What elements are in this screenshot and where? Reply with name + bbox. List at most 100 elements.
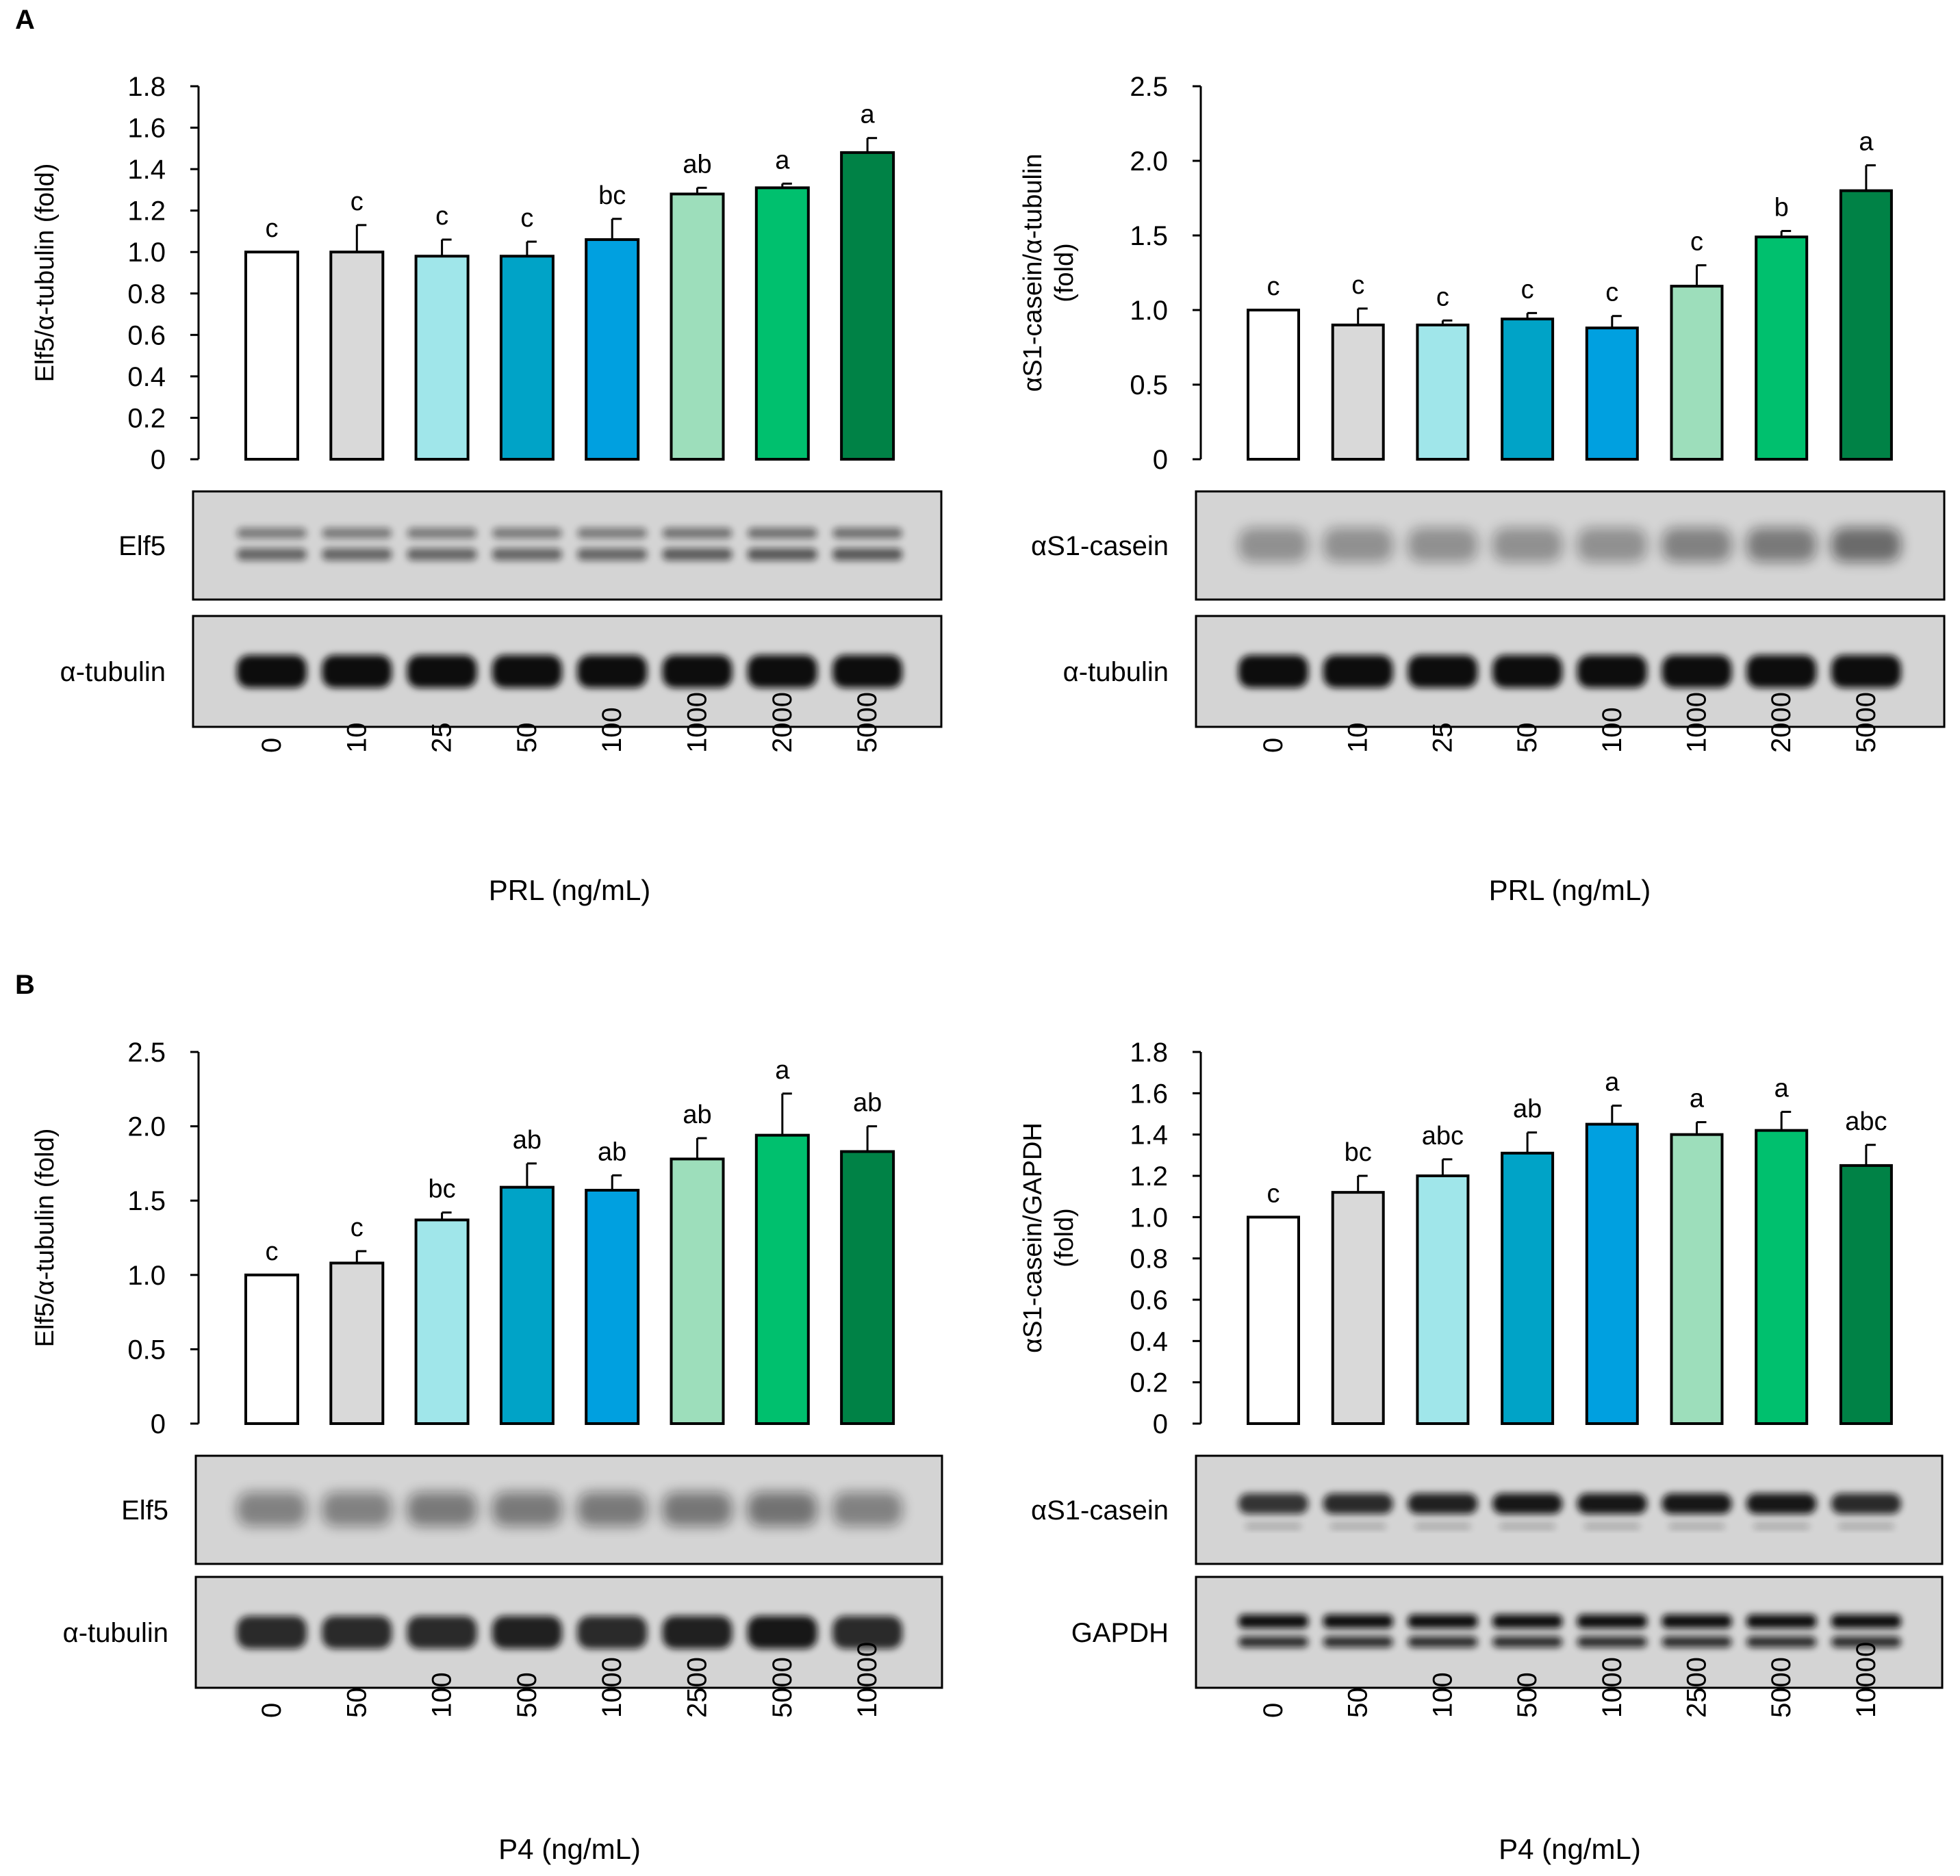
y-tick-label: 0.4 [1130,1326,1168,1357]
band-faint [1499,1524,1556,1529]
panel-label-a: A [15,5,35,35]
bar-100 [1416,1174,1470,1425]
y-tick-label: 0.5 [1130,370,1168,400]
band [1323,1493,1393,1514]
blot-frame [194,1454,943,1565]
band [492,548,562,561]
bar-0 [244,250,299,461]
significance-label: a [1859,128,1874,157]
y-tick-label: 1.0 [127,1261,166,1291]
y-tick-label: 1.5 [127,1186,166,1216]
y-axis-title: Elf5/α-tubulin (fold) [31,164,60,383]
x-axis-title: PRL (ng/mL) [1489,874,1651,906]
band [832,1616,903,1649]
significance-label: c [351,188,364,216]
band [1662,1636,1732,1647]
band-faint [1668,1524,1725,1529]
category-label: 2000 [1766,692,1796,753]
bar-100 [1585,326,1639,461]
bar-2000 [1755,235,1809,461]
band [577,1492,648,1526]
band [407,1492,477,1526]
band [1662,655,1732,688]
y-axis-title: Elf5/α-tubulin (fold) [31,1129,60,1348]
blot-frame [192,490,943,601]
category-label: 50 [512,723,542,754]
significance-label: c [1521,275,1534,304]
band [1323,528,1393,562]
band [662,548,733,561]
band [322,655,392,688]
band [1577,528,1647,562]
blot-label: α-tubulin [63,1618,168,1648]
category-label: 0 [257,1703,287,1718]
significance-label: c [1267,272,1280,301]
category-label: 500 [512,1672,542,1718]
blot-label: α-tubulin [60,657,166,687]
blot-Elf5: Elf5 [121,1454,943,1565]
bar-5000 [754,1133,810,1425]
significance-label: bc [429,1175,456,1204]
y-tick-label: 1.4 [127,155,166,185]
category-label: 1000 [1597,1657,1627,1718]
category-label: 500 [1512,1672,1542,1718]
y-tick-label: 1.6 [1130,1079,1168,1109]
bar-0 [1247,1216,1300,1426]
band [1238,528,1308,562]
band [1746,655,1817,688]
blot-frame [1195,615,1946,728]
y-tick-label: 0.2 [127,403,166,433]
chart-a-elf5: 0 0.2 0.4 0.6 0.8 1.0 1.2 1.4 1.6 1.8 Elf5/α-tubul… [31,72,943,906]
panel-label-b: B [15,970,35,1000]
significance-label: c [1605,279,1618,307]
x-axis-title: P4 (ng/mL) [1499,1833,1641,1865]
significance-label: c [266,214,279,243]
y-tick-label: 1.4 [1130,1120,1168,1151]
chart-b-as1-casein: 0 0.2 0.4 0.6 0.8 1.0 1.2 1.4 1.6 1.8 αS1-casein/G… [1019,1038,1944,1865]
band [1831,655,1901,688]
band [1238,1493,1308,1514]
y-tick-label: 2.5 [1130,72,1168,102]
significance-label: b [1774,193,1789,222]
y-tick-label: 1.0 [1130,1203,1168,1233]
significance-label: a [775,146,790,175]
blot-Elf5: Elf5 [118,490,943,601]
band [1577,1615,1647,1628]
significance-label: a [1690,1085,1705,1114]
band [832,1492,903,1526]
blot-α-tubulin: α-tubulin [60,615,943,728]
y-tick-label: 2.0 [127,1112,166,1142]
band [1577,655,1647,688]
band [1577,1493,1647,1514]
band [237,528,307,539]
significance-label: c [1690,228,1703,257]
band [1238,1636,1308,1647]
category-label: 1000 [597,1657,627,1718]
significance-label: bc [1345,1138,1372,1167]
band [747,655,817,688]
band [407,1616,477,1649]
band [1831,1636,1901,1647]
category-label: 25 [1427,723,1458,754]
band [1408,1615,1478,1628]
band [1492,655,1563,688]
significance-label: a [1774,1074,1790,1103]
blot-frame [1195,1454,1944,1565]
significance-label: c [520,204,533,233]
band [1492,1615,1563,1628]
band [492,528,562,539]
blot-label: GAPDH [1071,1618,1169,1648]
bar-2500 [1670,1133,1724,1425]
band [747,548,817,561]
band [832,655,903,688]
bar-1000 [670,192,725,461]
band [407,528,477,539]
bar-25 [414,255,470,461]
band [1746,1493,1817,1514]
band-faint [1753,1524,1810,1529]
chart-b-elf5: 0 0.5 1.0 1.5 2.0 2.5 Elf5/α-tubulin (fold) c c b… [31,1038,943,1865]
category-label: 1000 [1682,692,1712,753]
category-label: 10000 [852,1642,882,1718]
band [1746,528,1817,562]
